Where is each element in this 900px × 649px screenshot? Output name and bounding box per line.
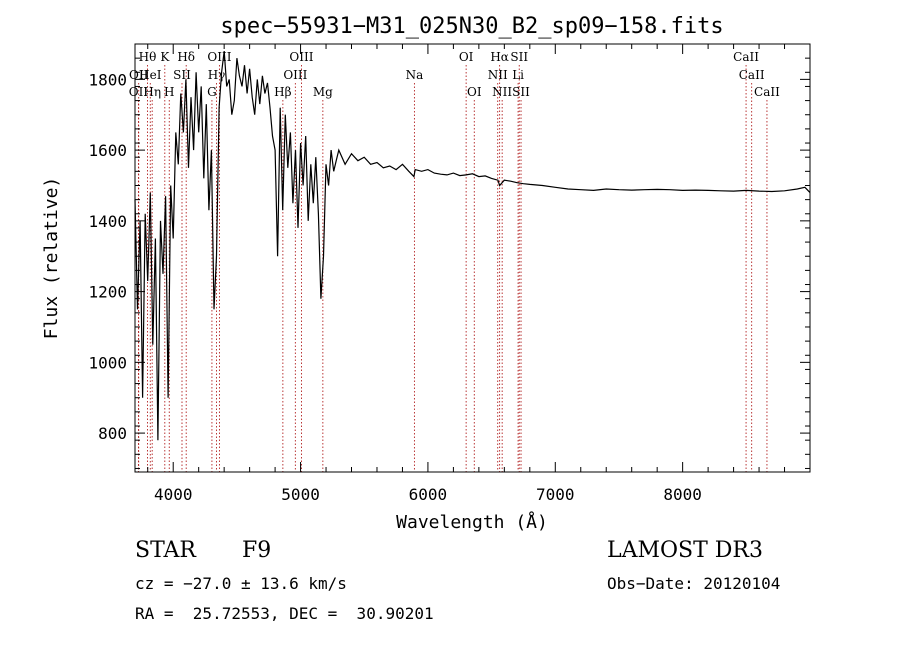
spectral-line-label: OIII xyxy=(289,50,313,64)
y-tick-label: 1400 xyxy=(88,212,127,231)
spectral-line-label: G xyxy=(207,85,217,99)
spectral-line-label: OIII xyxy=(207,50,231,64)
spectral-line-label: SII xyxy=(512,85,530,99)
spectral-line-label: HeI xyxy=(139,68,162,82)
spectral-line-label: OI xyxy=(459,50,474,64)
spectral-line-label: Hη xyxy=(143,85,161,99)
spectral-line-label: CaII xyxy=(739,68,765,82)
x-tick-label: 8000 xyxy=(663,485,702,504)
y-tick-label: 800 xyxy=(98,424,127,443)
spectral-line-label: Hα xyxy=(490,50,509,64)
spectral-line-label: Li xyxy=(512,68,524,82)
spectral-line-label: NII xyxy=(488,68,508,82)
plot-frame xyxy=(134,43,811,473)
spectral-line-label: K xyxy=(160,50,170,64)
object-class: STAR xyxy=(135,538,196,563)
spectral-line-label: SII xyxy=(510,50,528,64)
observation-date: Obs−Date: 20120104 xyxy=(607,574,781,593)
spectral-line-label: Mg xyxy=(313,85,333,99)
spectral-lines-layer xyxy=(137,65,768,472)
spectral-line-label: Hγ xyxy=(208,68,226,82)
x-tick-label: 6000 xyxy=(409,485,448,504)
x-tick-label: 7000 xyxy=(536,485,575,504)
x-tick-label: 4000 xyxy=(154,485,193,504)
spectrum-series-line xyxy=(134,51,811,441)
spectral-line-label: OI xyxy=(467,85,482,99)
coordinates: RA = 25.72553, DEC = 30.90201 xyxy=(135,604,434,623)
spectral-line-label: Hδ xyxy=(177,50,195,64)
spectral-line-label: OIII xyxy=(283,68,307,82)
spectral-line-label: Hβ xyxy=(274,85,291,99)
spectral-line-label: OII xyxy=(129,85,149,99)
spectral-line-label: NII xyxy=(492,85,512,99)
y-tick-label: 1800 xyxy=(88,70,127,89)
axis-ticks: 4000 5000 6000 7000 8000 800 1000 1200 1400 1600 1… xyxy=(88,44,810,504)
y-tick-label: 1600 xyxy=(88,141,127,160)
spectral-line-label: Hθ xyxy=(139,50,157,64)
spectral-line-label: H xyxy=(164,85,174,99)
x-tick-label: 5000 xyxy=(281,485,320,504)
spectral-line-label: Na xyxy=(406,68,424,82)
y-tick-label: 1200 xyxy=(88,283,127,302)
spectral-line-label: CaII xyxy=(733,50,759,64)
spectral-line-label: CaII xyxy=(754,85,780,99)
spectral-line-label: SII xyxy=(173,68,191,82)
spectral-line-label: OII xyxy=(129,68,149,82)
y-tick-label: 1000 xyxy=(88,353,127,372)
survey-name: LAMOST DR3 xyxy=(607,538,763,563)
y-axis-label: Flux (relative) xyxy=(41,177,62,340)
x-axis-label: Wavelength (Å) xyxy=(396,511,548,533)
redshift-velocity: cz = −27.0 ± 13.6 km/s xyxy=(135,574,347,593)
chart-title: spec−55931−M31_025N30_B2_sp09−158.fits xyxy=(220,14,723,39)
spectral-subclass: F9 xyxy=(242,538,272,563)
